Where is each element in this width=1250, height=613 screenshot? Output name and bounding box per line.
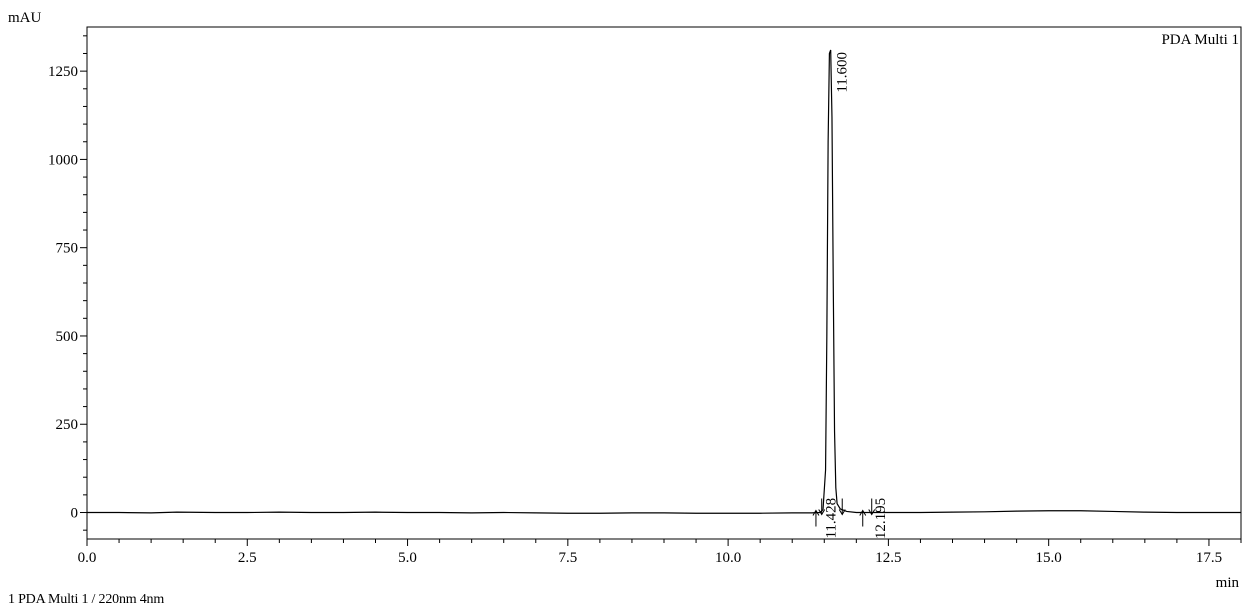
peak-rt-label: 11.428 bbox=[824, 498, 840, 539]
marker-arrowhead bbox=[818, 509, 826, 516]
marker-arrowhead bbox=[838, 509, 846, 516]
y-tick-label: 1000 bbox=[48, 152, 78, 168]
y-axis-title: mAU bbox=[8, 10, 42, 26]
x-tick-label: 12.5 bbox=[875, 550, 901, 566]
y-tick-label: 750 bbox=[56, 241, 79, 257]
peak-rt-label: 12.195 bbox=[873, 498, 889, 539]
integration-marker bbox=[868, 498, 876, 516]
marker-arrowhead bbox=[868, 509, 876, 516]
x-axis-title: min bbox=[1216, 575, 1240, 591]
peak-labels: 11.428 11.600 12.195 bbox=[824, 52, 889, 539]
y-axis-ticks: 0 250 500 750 1000 1250 bbox=[48, 35, 87, 531]
integration-markers bbox=[812, 498, 876, 527]
y-tick-label: 500 bbox=[56, 329, 79, 345]
integration-marker bbox=[812, 509, 820, 527]
plot-frame bbox=[86, 26, 1242, 540]
channel-label: PDA Multi 1 bbox=[1161, 32, 1239, 48]
x-tick-label: 5.0 bbox=[398, 550, 417, 566]
x-tick-label: 7.5 bbox=[558, 550, 577, 566]
marker-arrowhead bbox=[859, 509, 867, 516]
x-tick-label: 10.0 bbox=[715, 550, 741, 566]
x-tick-label: 15.0 bbox=[1036, 550, 1062, 566]
peak-rt-label: 11.600 bbox=[835, 52, 851, 93]
detector-legend: 1 PDA Multi 1 / 220nm 4nm bbox=[8, 592, 165, 607]
x-tick-label: 2.5 bbox=[238, 550, 257, 566]
integration-marker bbox=[818, 498, 826, 516]
series-line bbox=[87, 49, 1241, 514]
integration-marker bbox=[859, 509, 867, 527]
marker-arrowhead bbox=[812, 509, 820, 516]
integration-marker bbox=[838, 498, 846, 516]
y-tick-label: 250 bbox=[56, 417, 79, 433]
x-axis-ticks: 0.0 2.5 5.0 7.5 10.0 12.5 15.0 17.5 bbox=[78, 539, 1242, 566]
y-tick-label: 0 bbox=[71, 506, 79, 522]
x-tick-label: 17.5 bbox=[1196, 550, 1222, 566]
series-layer bbox=[87, 49, 1241, 514]
x-tick-label: 0.0 bbox=[78, 550, 97, 566]
y-tick-label: 1250 bbox=[48, 64, 78, 80]
